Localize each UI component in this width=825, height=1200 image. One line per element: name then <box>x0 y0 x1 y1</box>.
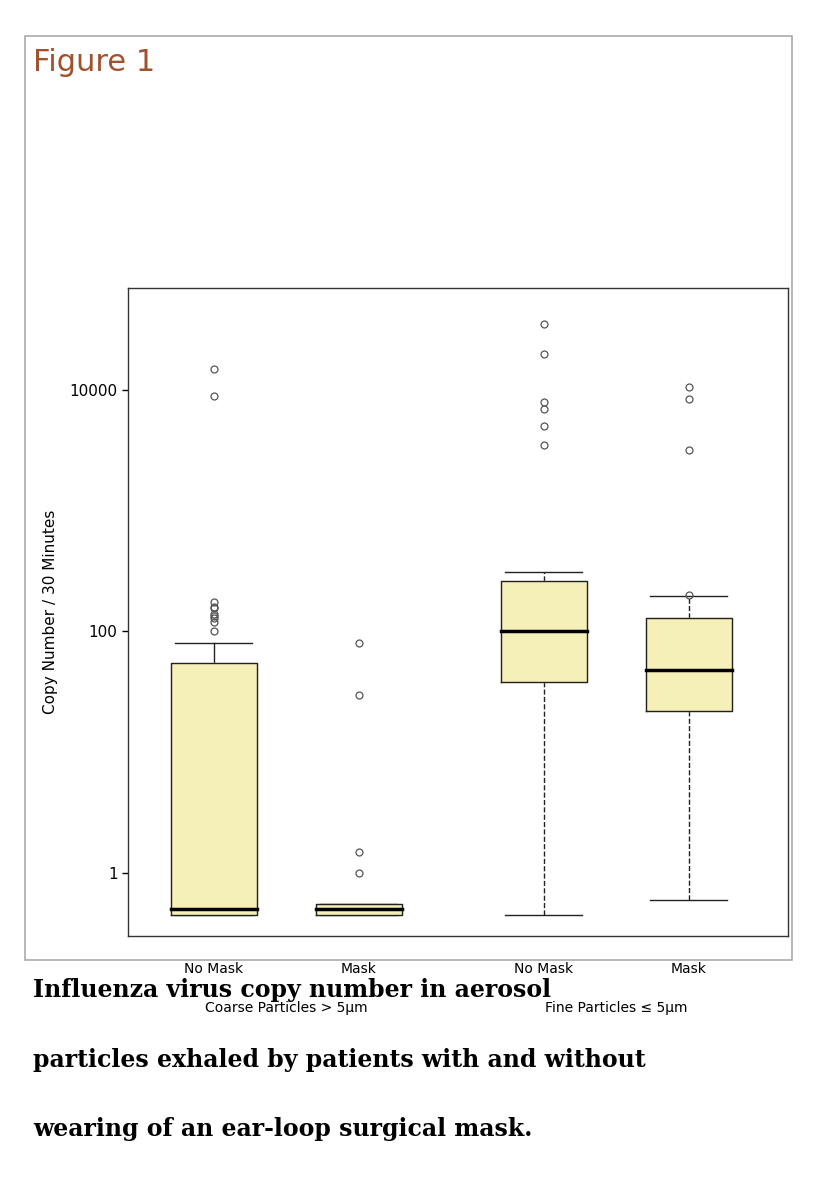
Text: No Mask: No Mask <box>184 962 243 976</box>
Text: wearing of an ear-loop surgical mask.: wearing of an ear-loop surgical mask. <box>33 1117 532 1141</box>
Polygon shape <box>171 662 257 914</box>
Y-axis label: Copy Number / 30 Minutes: Copy Number / 30 Minutes <box>43 510 59 714</box>
Text: Mask: Mask <box>341 962 377 976</box>
Polygon shape <box>646 618 732 710</box>
Polygon shape <box>501 581 587 682</box>
Text: particles exhaled by patients with and without: particles exhaled by patients with and w… <box>33 1048 646 1072</box>
Text: Fine Particles ≤ 5μm: Fine Particles ≤ 5μm <box>545 1001 687 1015</box>
Text: Figure 1: Figure 1 <box>33 48 155 77</box>
Text: No Mask: No Mask <box>514 962 573 976</box>
Text: Coarse Particles > 5μm: Coarse Particles > 5μm <box>205 1001 368 1015</box>
Text: Influenza virus copy number in aerosol: Influenza virus copy number in aerosol <box>33 978 551 1002</box>
Text: Mask: Mask <box>671 962 707 976</box>
Polygon shape <box>316 905 402 914</box>
